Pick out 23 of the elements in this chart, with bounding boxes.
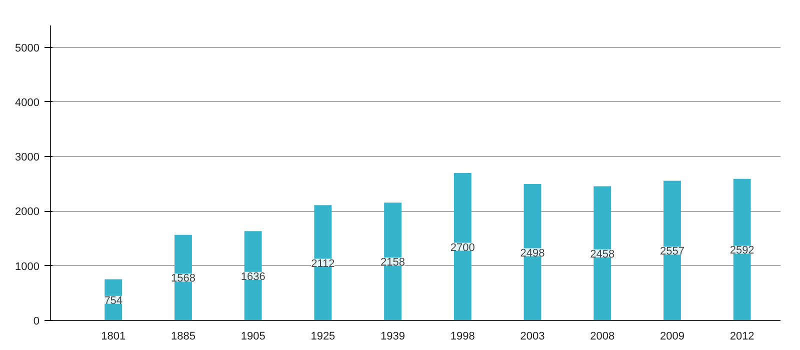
y-tick-label: 1000 (15, 260, 40, 273)
x-tick-label: 1905 (240, 330, 266, 342)
x-tick-label: 2003 (520, 330, 545, 342)
x-tick-label: 1998 (450, 330, 475, 342)
data-label: 1636 (240, 270, 266, 283)
y-tick-label: 4000 (15, 96, 40, 109)
data-label: 2498 (520, 247, 545, 260)
y-tick-label: 3000 (15, 152, 40, 164)
data-label: 2592 (730, 244, 754, 257)
x-tick-label: 1801 (101, 330, 126, 342)
x-tick-label: 1885 (170, 330, 196, 342)
x-tick-label: 1939 (380, 330, 406, 342)
y-tick-label: 5000 (15, 42, 40, 54)
data-label: 2458 (590, 248, 615, 260)
x-tick-label: 2012 (730, 330, 754, 342)
x-tick-label: 1925 (310, 330, 336, 342)
data-label: 2700 (450, 242, 475, 254)
data-label: 754 (104, 294, 123, 307)
x-tick-label: 2009 (660, 330, 684, 342)
x-tick-label: 2008 (590, 330, 615, 342)
data-label: 2112 (311, 258, 335, 270)
y-tick-label: 2000 (15, 206, 40, 218)
y-tick-label: 0 (33, 316, 40, 328)
